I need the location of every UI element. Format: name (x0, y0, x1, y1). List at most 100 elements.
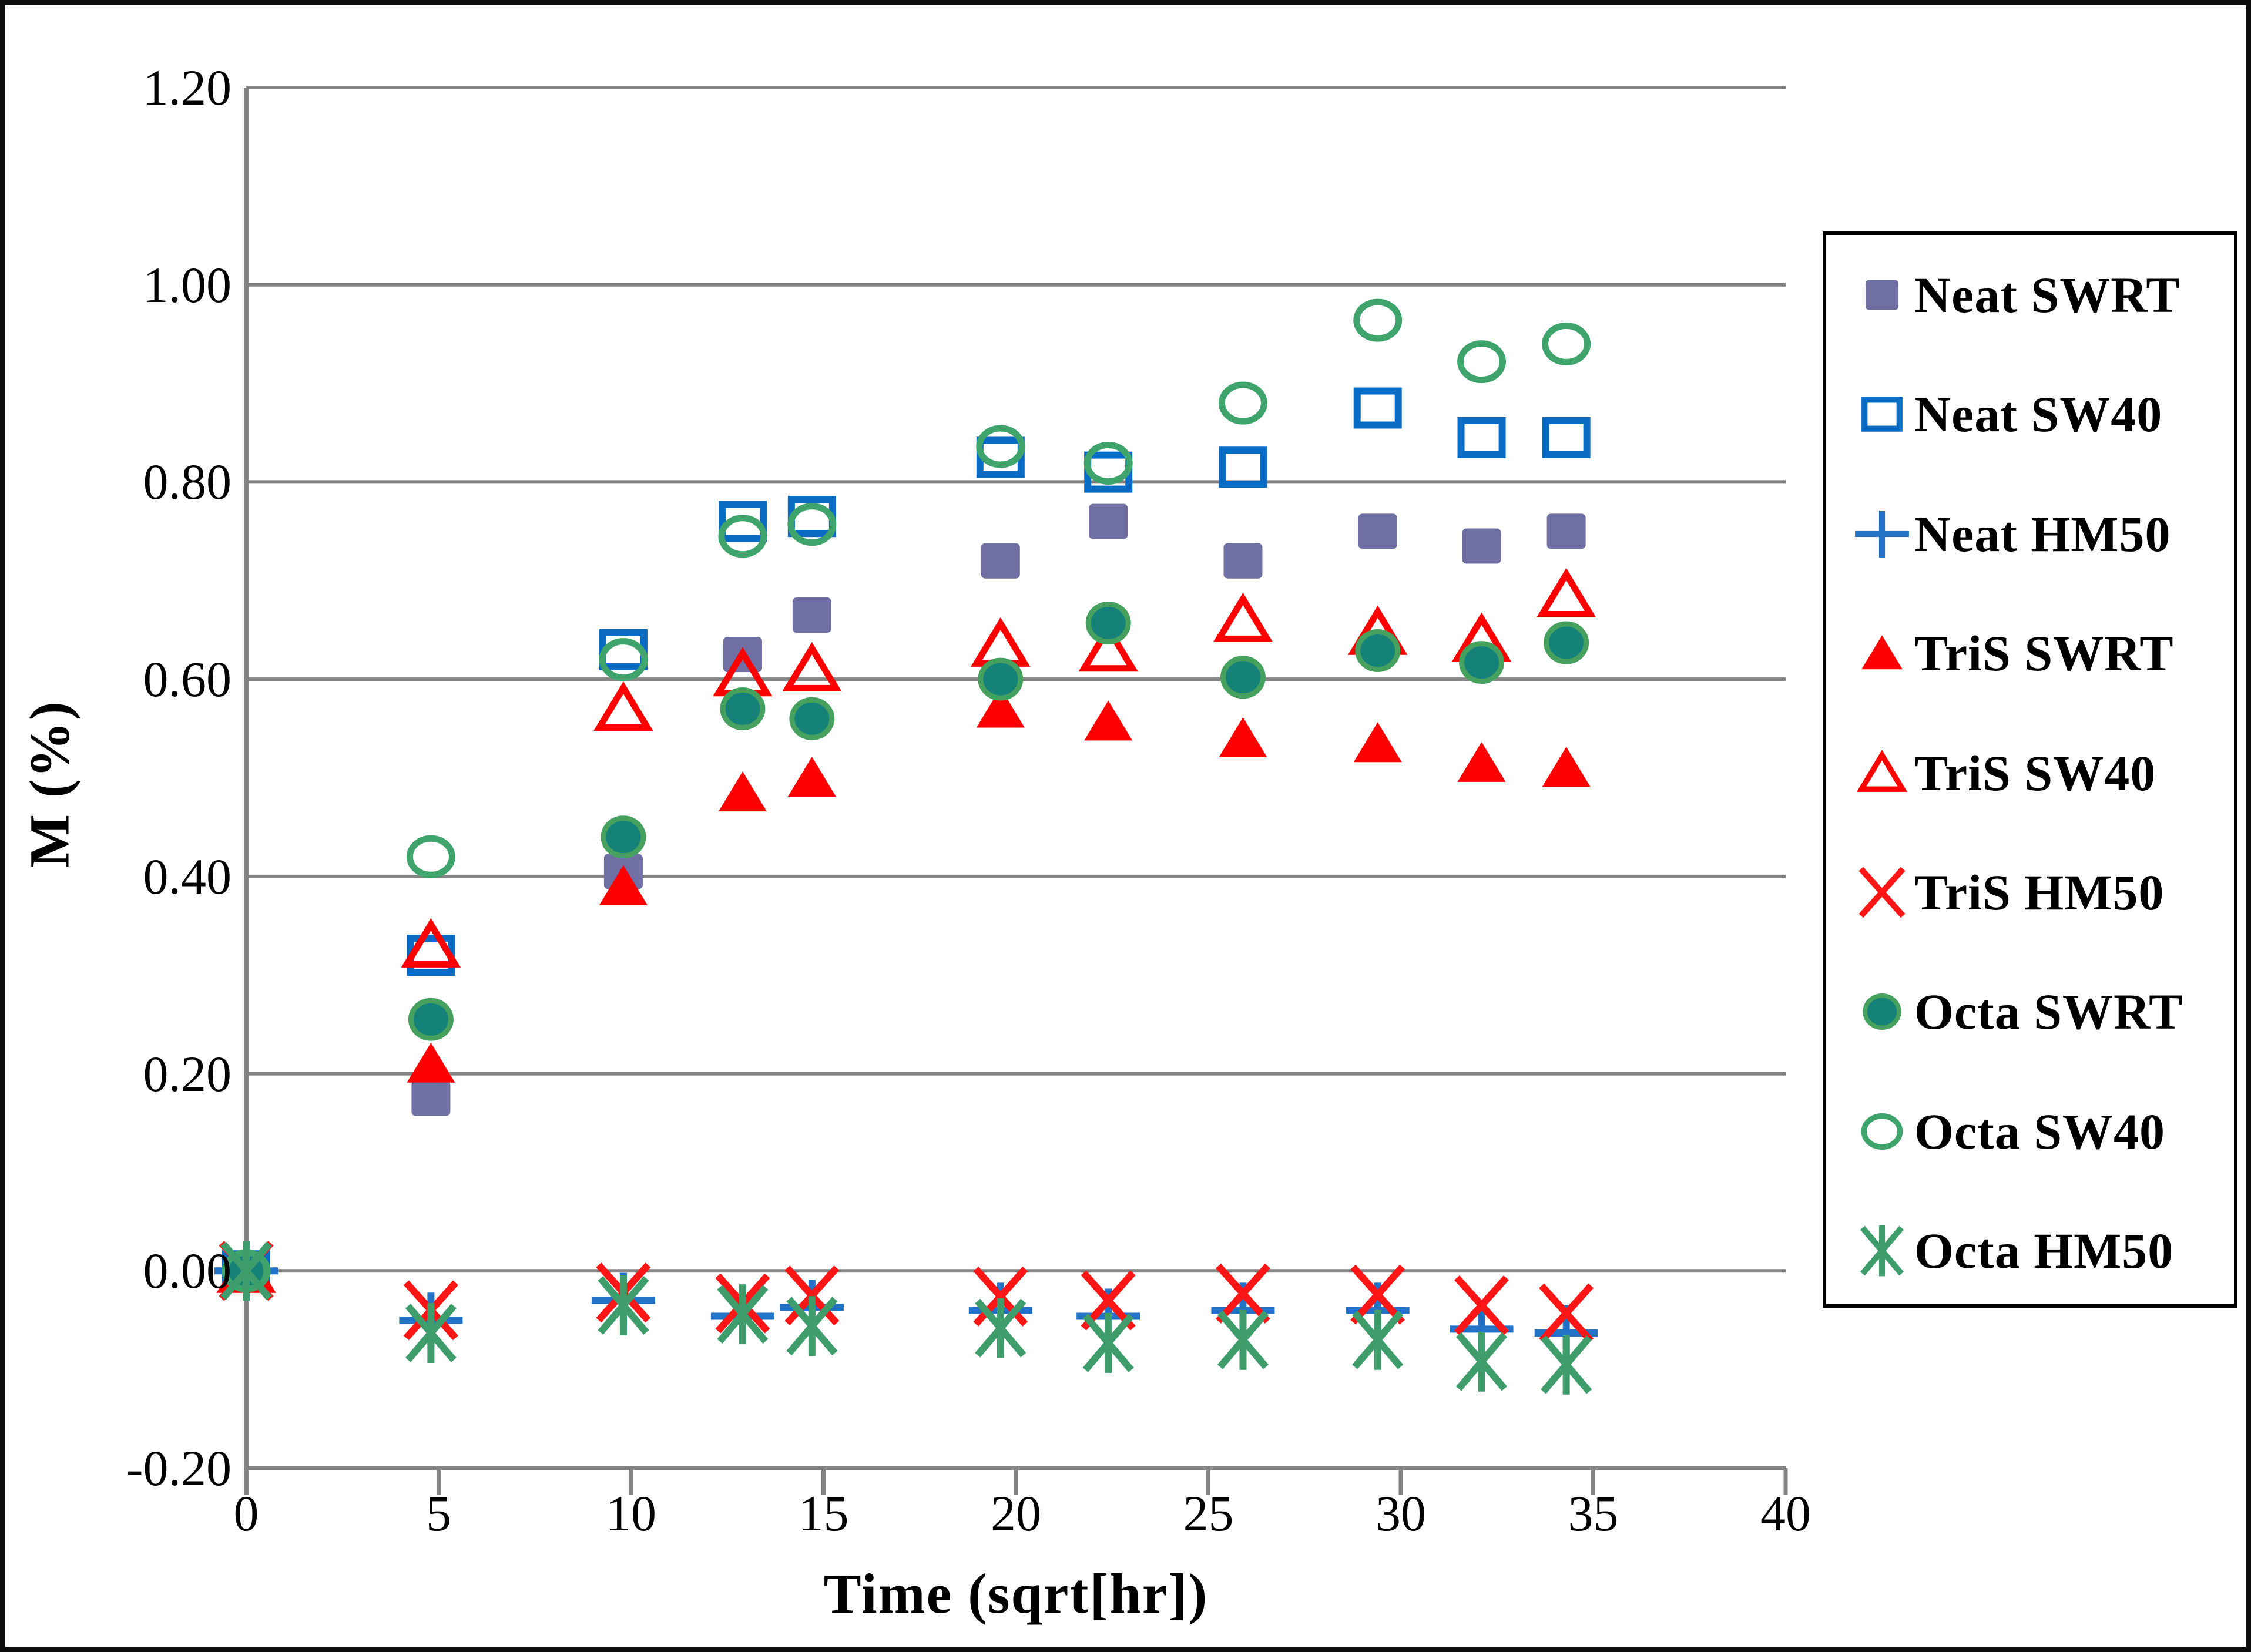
data-point-neat-sw40 (1353, 387, 1402, 429)
data-point-octa-swrt (601, 815, 646, 859)
data-point-octa-sw40 (406, 835, 455, 878)
data-point-octa-swrt (1220, 656, 1266, 699)
legend-item-tris-hm50: TriS HM50 (1826, 832, 2234, 952)
legend-item-neat-swrt: Neat SWRT (1826, 235, 2234, 355)
y-tick-label: 0.40 (143, 848, 232, 905)
data-point-octa-swrt (978, 657, 1024, 701)
data-point-neat-swrt (1546, 513, 1586, 549)
data-point-tris-sw40 (1213, 592, 1273, 642)
x-tick-label: 30 (1376, 1485, 1426, 1542)
x-tick-label: 25 (1183, 1485, 1234, 1542)
data-point-tris-hm50 (1539, 1283, 1594, 1344)
square-filled-icon (1826, 260, 1914, 330)
data-point-octa-swrt (1355, 629, 1401, 672)
y-tick-label: -0.20 (126, 1440, 232, 1496)
data-point-neat-sw40 (718, 501, 767, 542)
circle-filled-icon (1826, 976, 1914, 1047)
data-point-octa-hm50 (1217, 1309, 1269, 1370)
legend-item-tris-swrt: TriS SWRT (1826, 593, 2234, 713)
y-tick-label: 0.20 (143, 1045, 232, 1102)
legend-item-neat-sw40: Neat SW40 (1826, 354, 2234, 474)
legend: Neat SWRT Neat SW40 Neat HM50 TriS SWRT TriS… (1823, 231, 2237, 1308)
y-tick-label: 1.20 (143, 59, 232, 116)
plus-icon (1826, 499, 1914, 569)
legend-item-neat-hm50: Neat HM50 (1826, 474, 2234, 594)
data-point-tris-hm50 (973, 1266, 1028, 1327)
x-tick-label: 15 (798, 1485, 849, 1542)
x-tick-label: 35 (1568, 1485, 1619, 1542)
x-tick-label: 10 (606, 1485, 656, 1542)
x-tick-label: 20 (991, 1485, 1041, 1542)
x-icon (1826, 857, 1914, 928)
data-point-octa-hm50 (717, 1284, 769, 1345)
triangle-filled-icon (1826, 618, 1914, 689)
legend-label: Octa SW40 (1914, 1103, 2166, 1160)
data-point-octa-hm50 (1455, 1331, 1508, 1392)
x-tick-label: 40 (1760, 1485, 1811, 1542)
series-tris-swrt (222, 687, 1591, 1290)
data-point-octa-hm50 (1541, 1334, 1592, 1395)
data-point-octa-sw40 (1218, 381, 1267, 425)
data-point-tris-swrt (1457, 741, 1506, 782)
data-point-octa-sw40 (1353, 298, 1403, 342)
data-point-octa-sw40 (1457, 340, 1507, 384)
data-point-neat-swrt (1358, 513, 1397, 549)
legend-label: Neat SWRT (1914, 267, 2180, 323)
data-point-neat-swrt (981, 543, 1020, 579)
x-axis-title: Time (sqrt[hr]) (823, 1562, 1209, 1625)
data-point-tris-swrt (599, 865, 648, 905)
legend-item-octa-swrt: Octa SWRT (1826, 952, 2234, 1072)
data-point-octa-sw40 (1542, 322, 1591, 365)
data-point-octa-sw40 (976, 425, 1025, 468)
legend-item-octa-sw40: Octa SW40 (1826, 1072, 2234, 1191)
legend-label: Octa SWRT (1914, 983, 2183, 1040)
legend-label: TriS SWRT (1914, 625, 2174, 682)
x-tick-label: 5 (426, 1485, 451, 1542)
data-point-octa-sw40 (599, 638, 648, 681)
circle-open-icon (1826, 1096, 1914, 1167)
data-point-octa-swrt (1544, 621, 1589, 664)
data-point-octa-hm50 (405, 1303, 457, 1364)
y-tick-label: 1.00 (143, 256, 232, 313)
legend-item-octa-hm50: Octa HM50 (1826, 1191, 2234, 1311)
data-point-octa-hm50 (598, 1275, 649, 1336)
data-point-tris-sw40 (1078, 622, 1138, 672)
data-point-tris-sw40 (593, 681, 653, 731)
asterisk-icon (1826, 1216, 1914, 1286)
data-point-neat-swrt (1223, 543, 1263, 579)
data-point-tris-swrt (976, 687, 1025, 728)
plot-canvas (214, 86, 1788, 1495)
data-point-tris-swrt (1219, 717, 1267, 757)
data-point-octa-swrt (720, 687, 766, 730)
data-point-octa-hm50 (220, 1241, 272, 1301)
series-octa-hm50 (220, 1241, 1592, 1395)
data-point-tris-sw40 (401, 918, 461, 968)
data-point-tris-swrt (1084, 700, 1133, 741)
data-point-octa-swrt (408, 998, 454, 1041)
data-point-tris-sw40 (782, 642, 842, 691)
legend-item-tris-sw40: TriS SW40 (1826, 713, 2234, 833)
data-point-octa-hm50 (786, 1296, 838, 1356)
legend-label: TriS SW40 (1914, 744, 2156, 801)
data-point-tris-swrt (718, 771, 767, 812)
triangle-open-icon (1826, 738, 1914, 808)
legend-label: Neat HM50 (1914, 505, 2171, 562)
data-point-octa-sw40 (787, 503, 837, 546)
data-point-octa-swrt (1459, 641, 1505, 684)
x-tick-label: 0 (233, 1485, 259, 1542)
data-point-tris-sw40 (971, 617, 1031, 667)
data-point-neat-swrt (1089, 503, 1128, 539)
data-point-tris-swrt (787, 757, 836, 797)
data-point-neat-sw40 (1457, 417, 1506, 458)
data-point-tris-hm50 (1350, 1264, 1405, 1325)
y-tick-label: 0.60 (143, 651, 232, 708)
y-axis-title: M (%) (18, 700, 81, 868)
data-point-tris-hm50 (1454, 1275, 1509, 1336)
data-point-tris-hm50 (784, 1265, 840, 1326)
data-point-tris-swrt (407, 1042, 455, 1083)
series-octa-swrt (223, 601, 1589, 1292)
data-point-octa-hm50 (1352, 1309, 1404, 1370)
series-tris-sw40 (216, 568, 1596, 1293)
data-point-neat-swrt (1462, 528, 1501, 564)
